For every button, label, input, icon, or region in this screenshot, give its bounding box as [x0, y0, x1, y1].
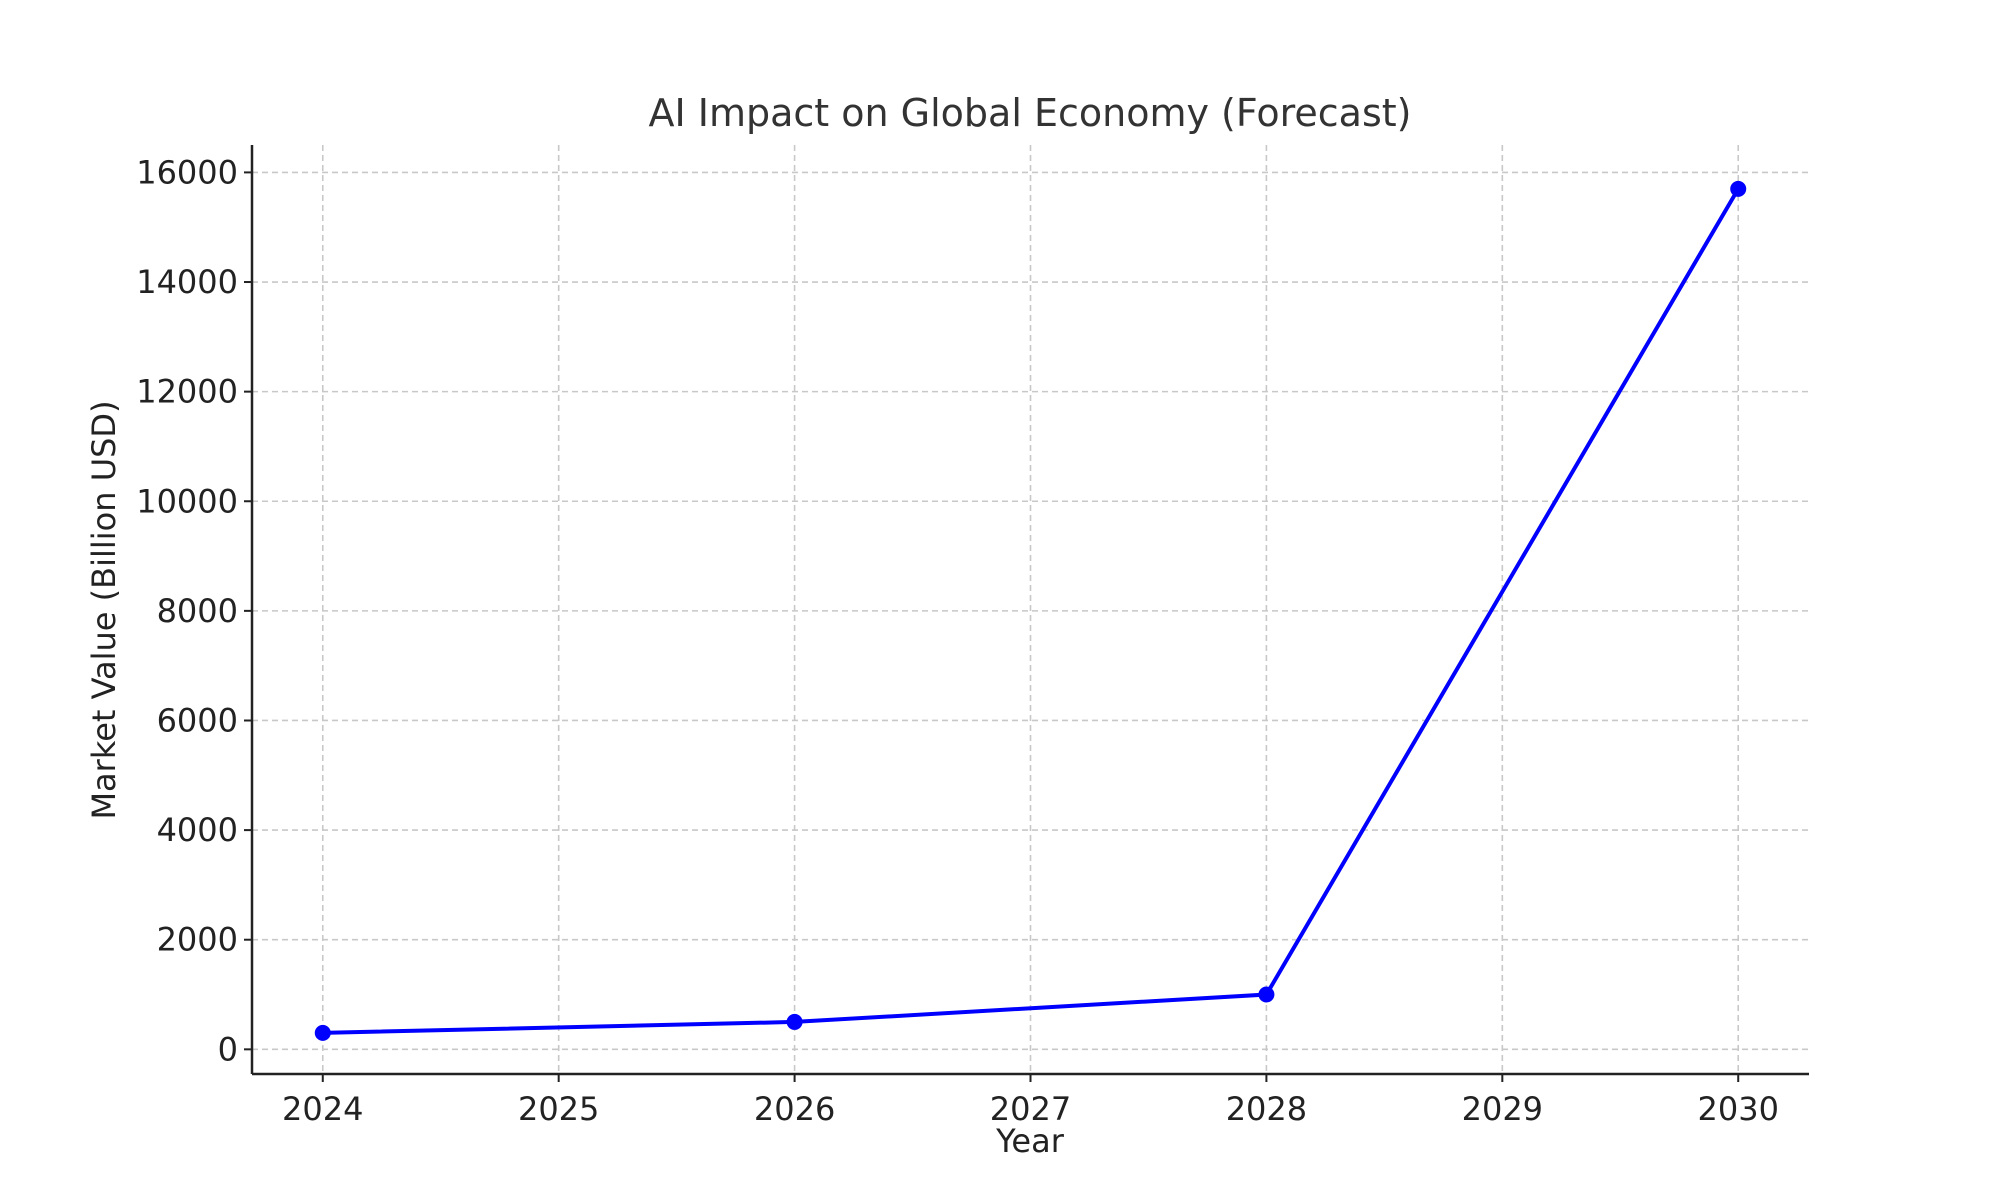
y-tick-label: 8000 [157, 592, 238, 630]
chart-title: AI Impact on Global Economy (Forecast) [648, 91, 1411, 135]
y-tick-label: 16000 [136, 153, 238, 191]
y-axis-label: Market Value (Billion USD) [85, 400, 123, 819]
y-tick-label: 6000 [157, 701, 238, 739]
x-tick-label: 2026 [754, 1090, 835, 1128]
x-tick-label: 2030 [1698, 1090, 1779, 1128]
y-tick-label: 10000 [136, 482, 238, 520]
y-tick-label: 14000 [136, 263, 238, 301]
y-tick-label: 12000 [136, 373, 238, 411]
x-tick-label: 2029 [1462, 1090, 1543, 1128]
x-axis-label: Year [995, 1122, 1065, 1160]
x-tick-label: 2028 [1226, 1090, 1307, 1128]
x-tick-label: 2027 [990, 1090, 1071, 1128]
x-tick-label: 2024 [282, 1090, 363, 1128]
data-point-2030 [1730, 180, 1747, 197]
series-line [322, 187, 1740, 1035]
data-point-2024 [314, 1024, 331, 1041]
y-tick-label: 4000 [157, 811, 238, 849]
data-point-2026 [786, 1013, 803, 1030]
x-tick-label: 2025 [518, 1090, 599, 1128]
y-tick-label: 0 [218, 1030, 238, 1068]
y-tick-label: 2000 [157, 921, 238, 959]
data-point-2028 [1258, 986, 1275, 1003]
